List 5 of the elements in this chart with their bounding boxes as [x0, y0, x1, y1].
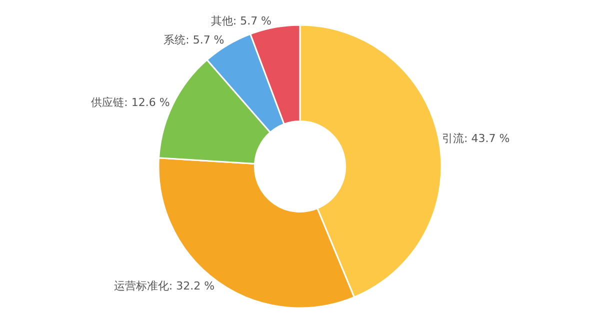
slice-label: 供应链: 12.6 %: [91, 96, 170, 110]
slice-label: 运营标准化: 32.2 %: [114, 280, 215, 293]
slice-label: 引流: 43.7 %: [442, 132, 510, 146]
slice-label: 其他: 5.7 %: [210, 14, 272, 28]
slice-label: 系统: 5.7 %: [164, 34, 224, 47]
